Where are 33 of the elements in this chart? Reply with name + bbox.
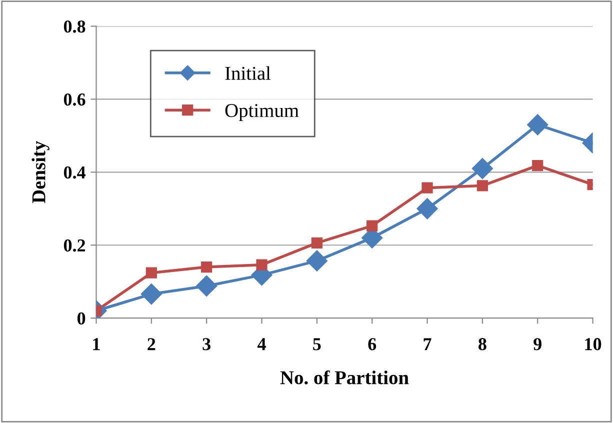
x-axis-title: No. of Partition: [280, 370, 409, 384]
point: [416, 198, 438, 220]
x-tick-label: 7: [424, 338, 432, 350]
point: [366, 220, 378, 232]
point: [256, 259, 268, 270]
point: [527, 114, 548, 136]
y-tick-label: 0.6: [64, 93, 86, 106]
point: [196, 275, 218, 297]
x-tick-label: 5: [313, 338, 321, 350]
x-tick-label: 2: [148, 338, 156, 350]
x-tick-label: 4: [257, 338, 266, 350]
point: [311, 237, 322, 248]
x-tick-label: 1: [93, 338, 100, 350]
point: [476, 180, 488, 192]
y-tick-label: 0: [77, 312, 86, 325]
x-tick-label: 9: [534, 338, 542, 350]
point: [201, 261, 212, 273]
y-tick-label: 0.4: [64, 166, 86, 179]
point: [140, 284, 162, 305]
x-tick-label: 8: [478, 338, 486, 350]
point: [422, 182, 433, 194]
x-tick-label: 10: [585, 338, 602, 350]
point: [146, 267, 157, 278]
point: [472, 158, 493, 180]
point: [306, 250, 328, 272]
legend-label: Optimum: [225, 104, 299, 122]
x-tick-label: 3: [202, 338, 210, 350]
y-axis-title: Density: [32, 141, 50, 204]
legend-label: Initial: [225, 66, 271, 80]
x-tick-label: 6: [368, 338, 376, 350]
point: [532, 160, 544, 172]
y-tick-label: 0.2: [64, 239, 86, 252]
y-tick-label: 0.8: [64, 20, 86, 33]
